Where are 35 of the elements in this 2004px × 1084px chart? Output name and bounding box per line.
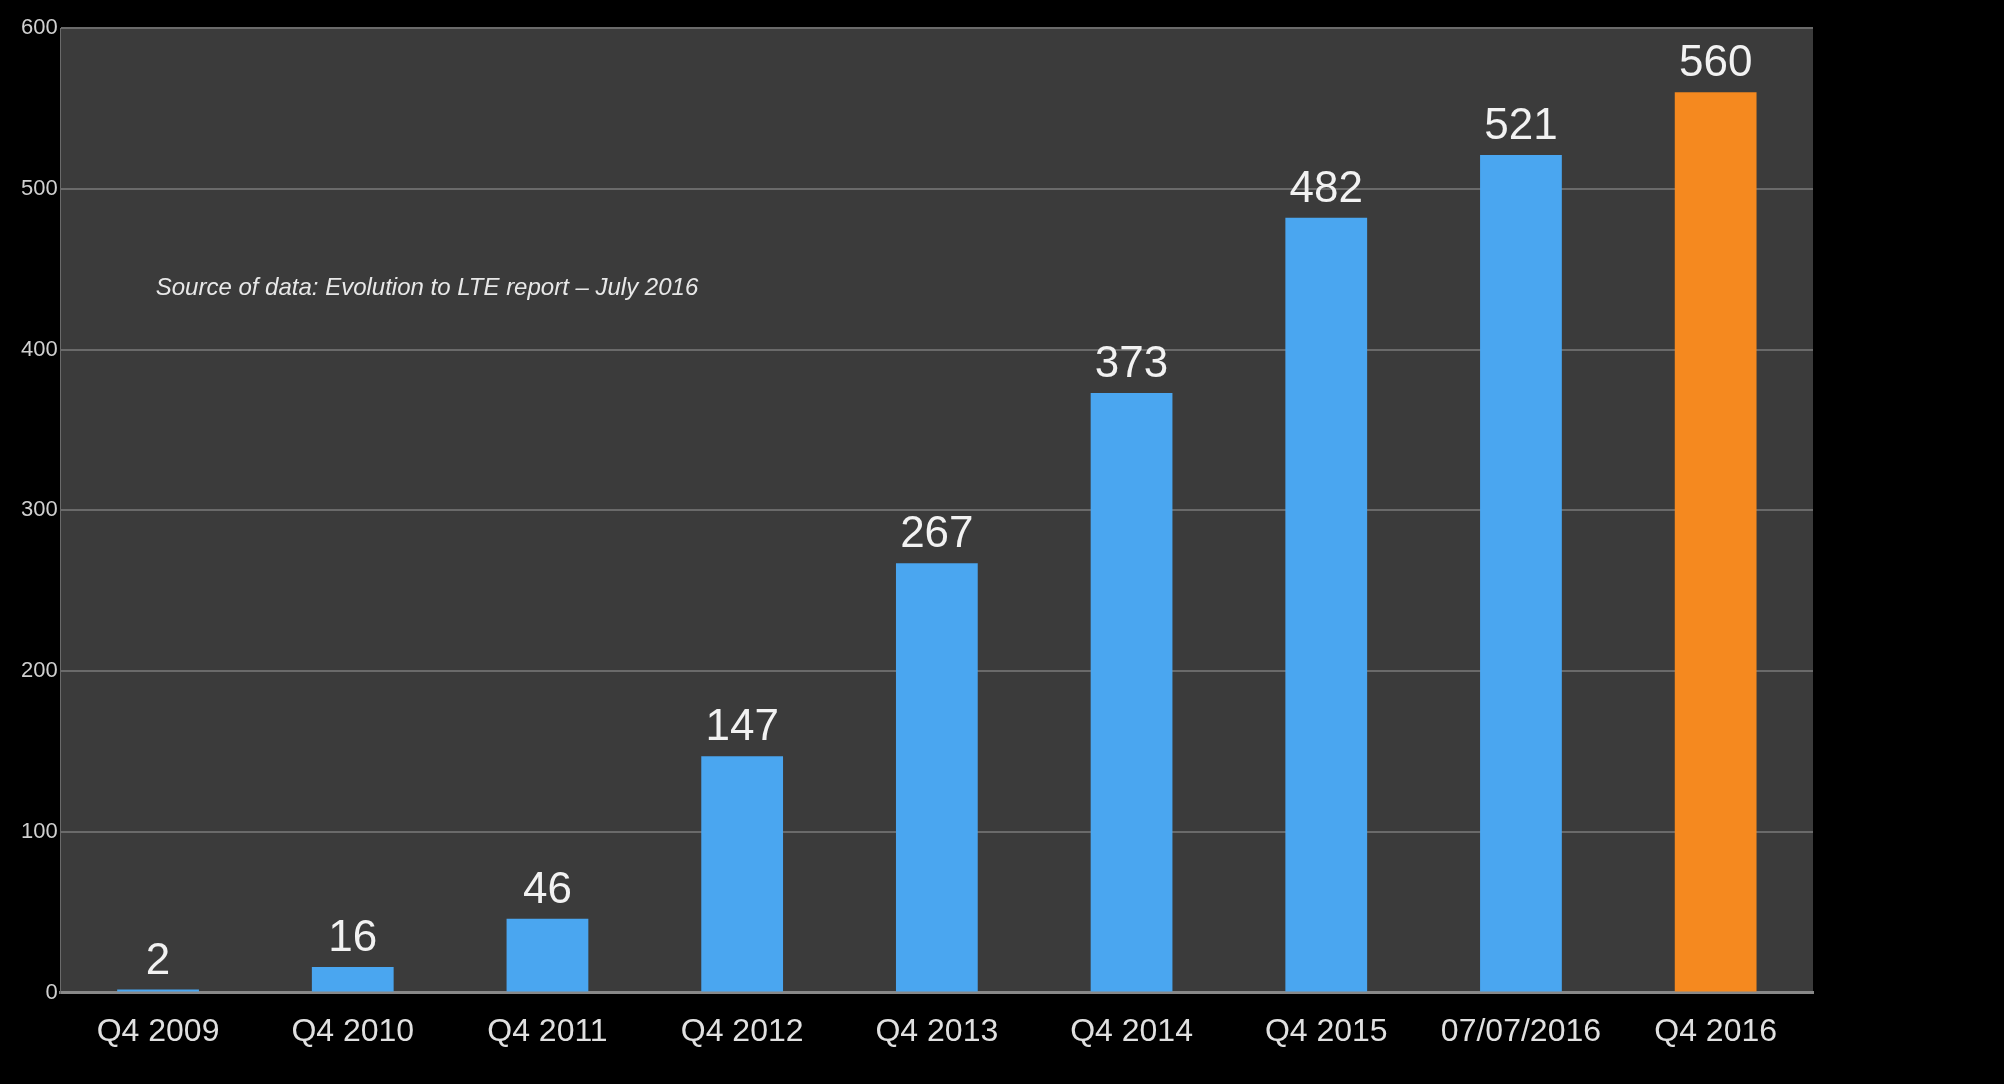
bar [1674, 92, 1757, 992]
x-tick-label: Q4 2016 [1654, 1011, 1778, 1048]
x-tick-label: Q4 2013 [875, 1011, 999, 1048]
data-label: 560 [1678, 36, 1753, 86]
x-tick-label: Q4 2015 [1264, 1011, 1388, 1048]
x-tick-label: Q4 2010 [291, 1011, 415, 1048]
data-label: 267 [900, 507, 974, 557]
y-tick-label: 400 [20, 335, 58, 361]
y-tick-label: 200 [20, 657, 58, 683]
y-tick-label: 100 [20, 817, 58, 843]
x-tick-label: 07/07/2016 [1440, 1011, 1602, 1048]
bar [1090, 392, 1173, 992]
bar [311, 966, 394, 992]
data-label: 46 [522, 862, 572, 912]
data-label: 147 [705, 700, 779, 750]
data-label: 16 [328, 911, 378, 961]
bar [117, 989, 199, 992]
x-tick-label: Q4 2012 [680, 1011, 804, 1048]
x-tick-label: Q4 2009 [96, 1011, 220, 1048]
data-label: 521 [1484, 99, 1558, 149]
data-label: 482 [1289, 161, 1363, 211]
bar [1285, 217, 1368, 992]
bar [895, 563, 978, 992]
annotation: Source of data: Evolution to LTE report – July 2016 [155, 272, 699, 300]
y-tick-label: 500 [20, 174, 58, 200]
y-tick-label: 0 [45, 978, 58, 1004]
bar [506, 918, 589, 992]
bar [1480, 155, 1562, 992]
x-tick-label: Q4 2011 [487, 1011, 608, 1048]
y-tick-label: 300 [20, 496, 58, 522]
bar [701, 756, 784, 992]
data-label: 2 [145, 933, 171, 983]
x-tick-label: Q4 2014 [1070, 1011, 1193, 1048]
data-label: 373 [1094, 337, 1169, 387]
y-tick-label: 600 [20, 14, 58, 40]
